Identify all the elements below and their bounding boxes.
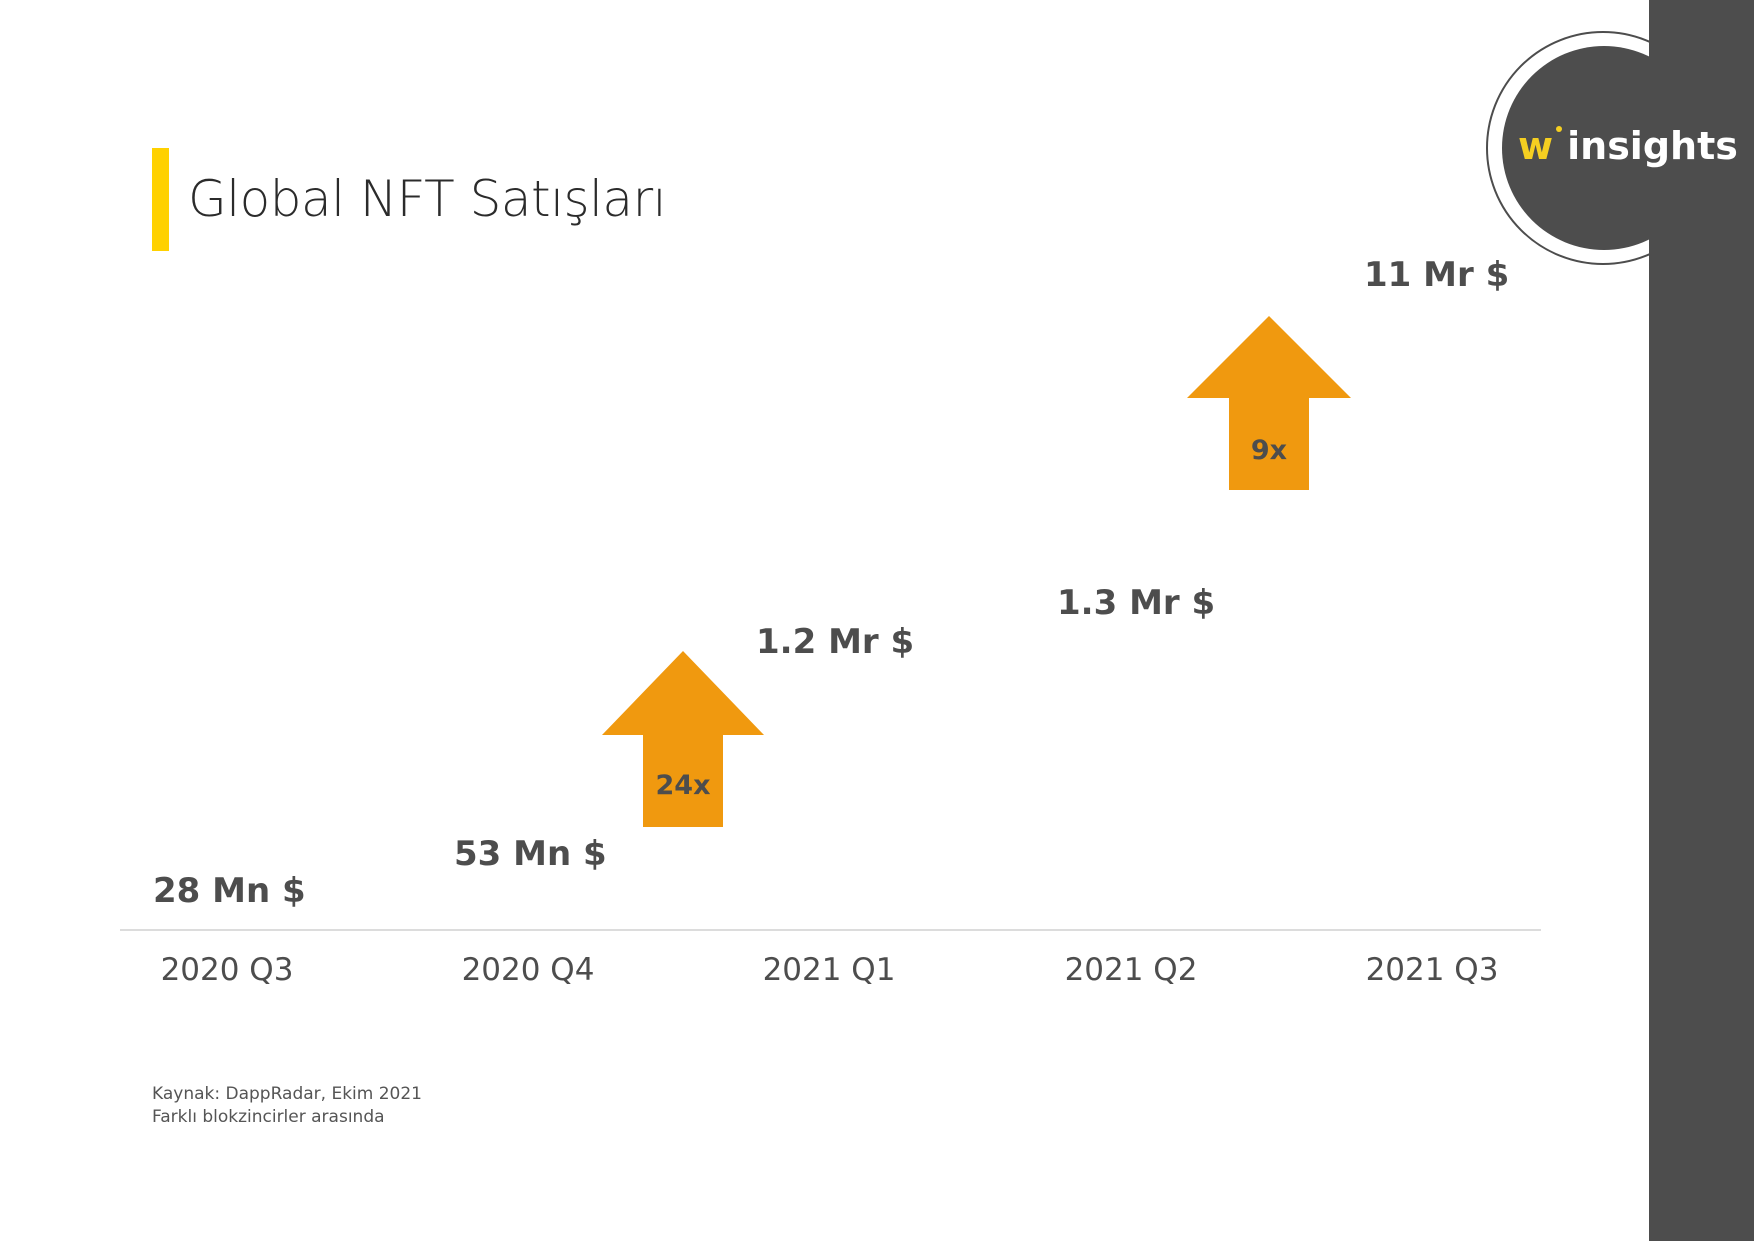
growth-arrow-icon	[1187, 316, 1351, 490]
logo: w insights	[1518, 124, 1738, 168]
value-label: 53 Mn $	[454, 834, 607, 874]
value-label: 11 Mr $	[1364, 255, 1509, 295]
source-note: Kaynak: DappRadar, Ekim 2021	[152, 1084, 422, 1104]
logo-text: insights	[1567, 124, 1738, 168]
logo-w: w	[1518, 124, 1554, 168]
title-accent-bar	[152, 148, 169, 251]
side-panel	[1649, 0, 1754, 1241]
value-label: 1.2 Mr $	[756, 622, 914, 662]
growth-multiplier-label: 9x	[1251, 435, 1287, 466]
footnote: Kaynak: DappRadar, Ekim 2021 Farklı blok…	[152, 1083, 422, 1129]
x-tick-label: 2020 Q3	[161, 952, 294, 988]
x-tick-label: 2021 Q2	[1065, 952, 1198, 988]
scope-note: Farklı blokzincirler arasında	[152, 1107, 385, 1127]
x-tick-label: 2021 Q3	[1366, 952, 1499, 988]
value-label: 1.3 Mr $	[1057, 583, 1215, 623]
x-tick-label: 2021 Q1	[763, 952, 896, 988]
x-tick-label: 2020 Q4	[462, 952, 595, 988]
value-label: 28 Mn $	[153, 871, 306, 911]
logo-dot	[1556, 126, 1563, 132]
growth-arrow-icon	[602, 651, 764, 827]
page-title: Global NFT Satışları	[188, 170, 667, 228]
growth-multiplier-label: 24x	[656, 770, 711, 801]
